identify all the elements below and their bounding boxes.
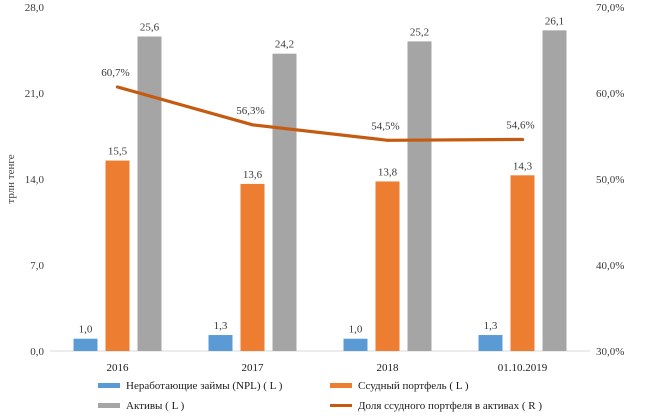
y-tick-label: 0,0 — [30, 346, 44, 358]
bar — [375, 181, 400, 351]
data-label: 25,2 — [410, 26, 429, 38]
data-label: 1,3 — [214, 320, 228, 332]
y2-tick-label: 40,0% — [596, 260, 624, 272]
legend-swatch — [330, 383, 352, 388]
bars — [73, 30, 567, 352]
bar — [343, 338, 368, 351]
legend-label: Активы ( L ) — [126, 400, 185, 412]
data-label: 25,6 — [140, 21, 160, 33]
legend-swatch — [98, 383, 120, 388]
y-tick-label: 21,0 — [25, 88, 45, 100]
y2-tick-label: 70,0% — [596, 2, 624, 14]
line-data-label: 54,6% — [506, 119, 534, 131]
y2-tick-label: 30,0% — [596, 346, 624, 358]
legend-swatch — [98, 403, 120, 408]
x-tick-label: 2017 — [242, 362, 265, 374]
data-label: 1,0 — [349, 324, 363, 336]
y-axis-title: трлн тенге — [5, 154, 17, 203]
data-label: 26,1 — [545, 15, 564, 27]
legend-label: Ссудный портфель ( L ) — [358, 380, 469, 392]
legend: Неработающие займы (NPL) ( L ) Ссудный по… — [98, 380, 542, 412]
data-label: 13,6 — [243, 169, 263, 181]
line-point — [116, 85, 119, 89]
x-tick-label: 2016 — [107, 362, 130, 374]
legend-label: Неработающие займы (NPL) ( L ) — [126, 380, 283, 392]
legend-label: Доля ссудного портфеля в активах ( R ) — [358, 400, 542, 412]
data-label: 24,2 — [275, 39, 294, 51]
y2-tick-label: 60,0% — [596, 88, 624, 100]
data-labels: 1,0 15,5 25,6 1,3 13,6 24,2 1,0 13,8 25,2 1,3 14,3… — [79, 15, 565, 335]
line-point — [251, 123, 254, 127]
x-tick-label: 01.10.2019 — [498, 362, 548, 374]
line-data-label: 54,5% — [371, 120, 399, 132]
series-line — [115, 85, 525, 142]
line-point — [386, 138, 389, 142]
y-tick-label: 28,0 — [25, 2, 45, 14]
line-point — [521, 137, 524, 141]
data-label: 1,3 — [484, 320, 498, 332]
x-tick-label: 2018 — [377, 362, 400, 374]
data-label: 14,3 — [513, 160, 533, 172]
bar — [73, 338, 98, 351]
bar — [105, 160, 130, 351]
y-tick-label: 14,0 — [25, 174, 45, 186]
legend-swatch — [330, 404, 352, 407]
data-label: 13,8 — [378, 166, 398, 178]
y2-tick-label: 50,0% — [596, 174, 624, 186]
bar — [137, 36, 162, 351]
bar — [542, 30, 567, 351]
line-data-label: 56,3% — [236, 105, 264, 117]
bar — [478, 335, 503, 351]
data-label: 1,0 — [79, 324, 93, 336]
bar — [510, 175, 535, 351]
axes: 0,0 7,0 14,0 21,0 28,0 30,0% 40,0% 50,0% 60,0% 70… — [5, 2, 624, 374]
bar — [272, 53, 297, 351]
bar — [208, 335, 233, 351]
line-series — [115, 85, 525, 142]
bar — [407, 41, 432, 352]
data-label: 15,5 — [108, 146, 128, 158]
line-data-label: 60,7% — [101, 67, 129, 79]
y-tick-label: 7,0 — [30, 260, 44, 272]
bar — [240, 183, 265, 351]
